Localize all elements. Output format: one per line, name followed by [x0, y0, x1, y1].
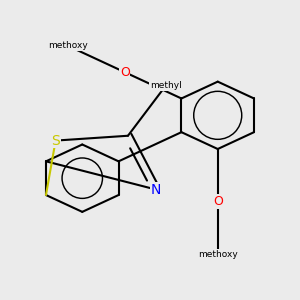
Text: S: S	[51, 134, 60, 148]
Text: methoxy: methoxy	[198, 250, 238, 259]
Text: N: N	[151, 183, 161, 196]
Text: methoxy: methoxy	[48, 41, 88, 50]
Text: O: O	[120, 66, 130, 79]
Text: O: O	[213, 195, 223, 208]
Text: methyl: methyl	[150, 81, 181, 90]
